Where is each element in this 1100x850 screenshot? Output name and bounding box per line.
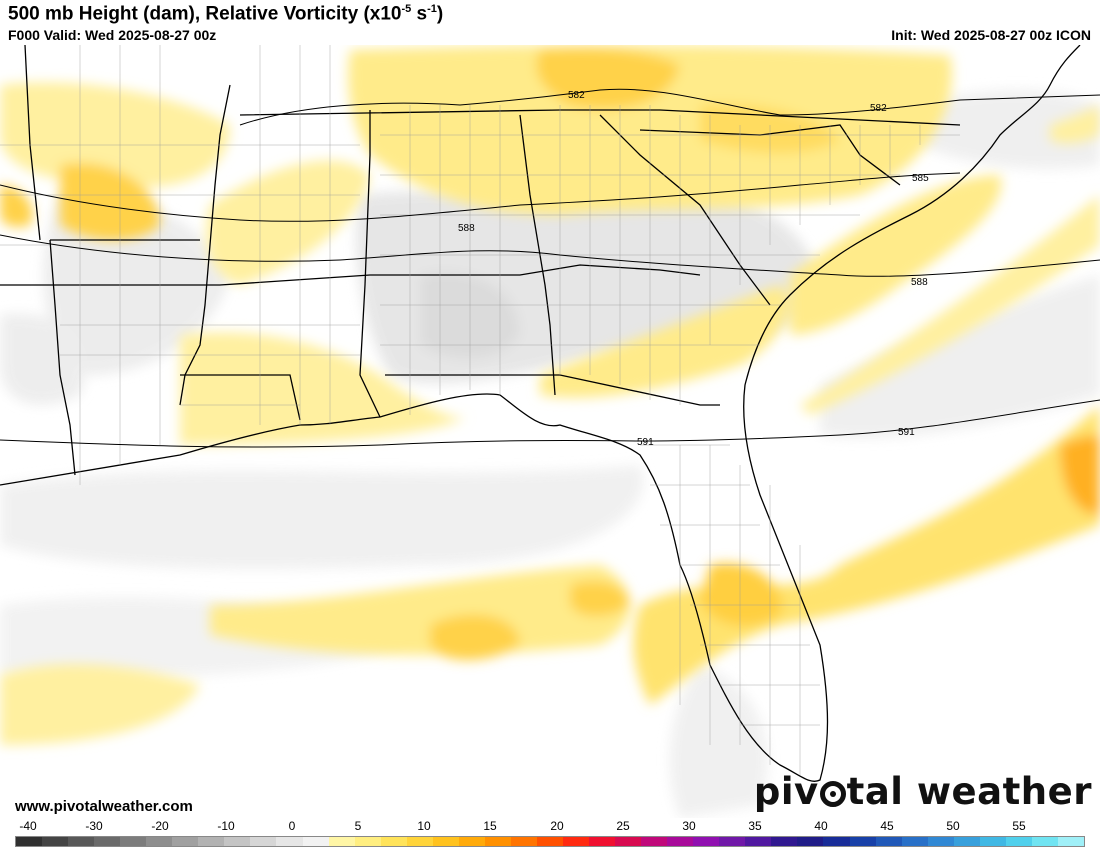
colorbar-swatch	[432, 837, 459, 846]
colorbar-swatch	[16, 837, 43, 846]
colorbar-swatch	[354, 837, 381, 846]
colorbar-swatch	[849, 837, 876, 846]
colorbar-tick-label: 55	[1012, 819, 1026, 833]
colorbar-tick-label: -40	[19, 819, 37, 833]
colorbar-swatch	[68, 837, 95, 846]
colorbar-swatch	[146, 837, 173, 846]
colorbar-tick-label: 35	[748, 819, 762, 833]
colorbar-swatch	[667, 837, 694, 846]
colorbar-swatch	[1005, 837, 1032, 846]
contour-label: 588	[458, 223, 475, 234]
colorbar-swatch	[172, 837, 199, 846]
colorbar-swatch	[1057, 837, 1084, 846]
colorbar-swatch	[771, 837, 798, 846]
colorbar-swatch	[406, 837, 433, 846]
colorbar-swatch	[250, 837, 277, 846]
colorbar-tick-label: 30	[682, 819, 696, 833]
colorbar-tick-label: 20	[550, 819, 564, 833]
colorbar-swatch	[328, 837, 355, 846]
colorbar-swatch	[484, 837, 511, 846]
colorbar-swatch	[276, 837, 303, 846]
colorbar-tick-label: 25	[616, 819, 630, 833]
colorbar-swatch	[536, 837, 563, 846]
colorbar-legend: -40 -30 -20 -10 0 5 10 15 20 25 30 35 40 45 50 55	[0, 818, 1100, 850]
colorbar-swatch	[797, 837, 824, 846]
colorbar-tick-label: 50	[946, 819, 960, 833]
colorbar-swatch	[615, 837, 642, 846]
colorbar-swatch	[224, 837, 251, 846]
colorbar-swatch	[589, 837, 616, 846]
colorbar-swatch	[901, 837, 928, 846]
init-time: Init: Wed 2025-08-27 00z ICON	[891, 27, 1091, 43]
gear-icon	[819, 781, 846, 807]
header: 500 mb Height (dam), Relative Vorticity …	[0, 0, 1100, 45]
weather-map: 582 582 585 588 588 591 591	[0, 45, 1100, 818]
state-boundaries	[0, 45, 1081, 782]
colorbar-tick-label: -10	[217, 819, 235, 833]
colorbar-tick-label: 0	[288, 819, 296, 833]
contour-label: 588	[911, 277, 928, 288]
colorbar-tick-label: 45	[880, 819, 894, 833]
colorbar-swatch	[745, 837, 772, 846]
colorbar-swatch	[641, 837, 668, 846]
height-contours	[0, 88, 1100, 448]
colorbar-tick-label: 5	[354, 819, 362, 833]
contour-labels: 582 582 585 588 588 591 591	[458, 90, 929, 448]
colorbar-tick-label: 15	[483, 819, 497, 833]
brand-logo: piv tal weather	[753, 770, 1092, 813]
colorbar-swatch	[953, 837, 980, 846]
contour-label: 591	[637, 437, 654, 448]
colorbar-swatch	[510, 837, 537, 846]
contour-label: 591	[898, 427, 915, 438]
colorbar-swatch	[719, 837, 746, 846]
colorbar-swatch	[94, 837, 121, 846]
colorbar-swatch	[458, 837, 485, 846]
colorbar-swatch	[562, 837, 590, 846]
colorbar-ticks: -40 -30 -20 -10 0 5 10 15 20 25 30 35 40 45 50 55	[0, 819, 1100, 833]
map-svg: 582 582 585 588 588 591 591	[0, 45, 1100, 818]
colorbar-tick-label: -20	[151, 819, 169, 833]
colorbar-swatch	[198, 837, 225, 846]
colorbar-swatch	[120, 837, 147, 846]
colorbar-swatch	[42, 837, 69, 846]
chart-title: 500 mb Height (dam), Relative Vorticity …	[8, 3, 444, 25]
colorbar-swatch	[693, 837, 720, 846]
colorbar-tick-label: 40	[814, 819, 828, 833]
colorbar-swatch	[875, 837, 902, 846]
colorbar-swatch	[927, 837, 954, 846]
colorbar-swatch	[380, 837, 407, 846]
colorbar-swatch	[1031, 837, 1058, 846]
colorbar-tick-label: -30	[85, 819, 103, 833]
colorbar-swatch	[823, 837, 850, 846]
website-url: www.pivotalweather.com	[15, 798, 193, 815]
colorbar	[15, 836, 1085, 847]
county-boundaries	[0, 45, 960, 775]
contour-label: 582	[870, 103, 887, 114]
valid-time: F000 Valid: Wed 2025-08-27 00z	[8, 27, 217, 43]
contour-label: 585	[912, 173, 929, 184]
positive-vorticity-shading	[0, 45, 1100, 745]
colorbar-swatch	[979, 837, 1006, 846]
colorbar-swatch	[302, 837, 329, 846]
colorbar-tick-label: 10	[417, 819, 431, 833]
contour-label: 582	[568, 90, 585, 101]
